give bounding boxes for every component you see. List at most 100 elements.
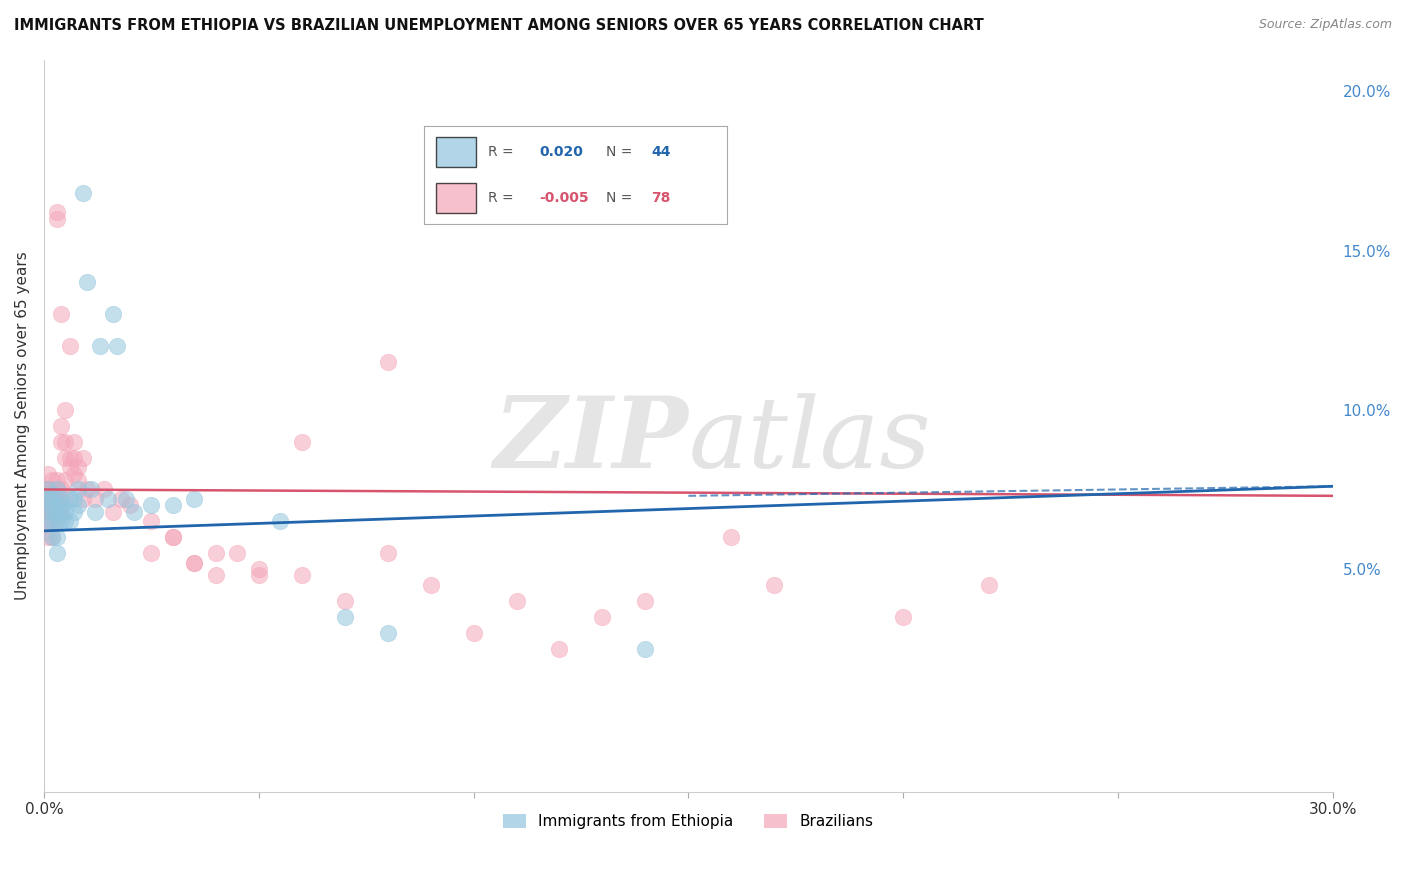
Point [41,514,63,528]
Point [93,483,115,497]
Point [59,339,82,353]
Point [114,491,136,506]
Point [377,625,399,640]
Point [59,491,82,506]
Point [101,505,124,519]
Point [37,505,59,519]
Point [41,489,63,503]
Point [80,483,103,497]
Point [49,499,72,513]
Point [59,450,82,465]
Point [37,491,59,506]
Point [76,276,98,290]
Point [45,499,67,513]
Point [45,514,67,528]
Point [141,499,163,513]
Text: Source: ZipAtlas.com: Source: ZipAtlas.com [1258,18,1392,31]
Point [41,530,63,544]
Point [97,491,120,506]
Point [67,473,90,487]
Point [204,546,226,560]
Point [84,491,107,506]
Text: IMMIGRANTS FROM ETHIOPIA VS BRAZILIAN UNEMPLOYMENT AMONG SENIORS OVER 65 YEARS C: IMMIGRANTS FROM ETHIOPIA VS BRAZILIAN UN… [14,18,984,33]
Point [162,499,184,513]
Point [291,434,314,449]
Point [377,546,399,560]
Point [979,578,1001,592]
Point [53,473,76,487]
Point [49,505,72,519]
Point [45,505,67,519]
Point [37,499,59,513]
Point [63,491,86,506]
Point [53,450,76,465]
Point [101,307,124,321]
Point [45,491,67,506]
Point [45,505,67,519]
Point [63,434,86,449]
Point [41,514,63,528]
Point [72,186,94,201]
Point [49,434,72,449]
Point [45,483,67,497]
Point [72,491,94,506]
Point [63,505,86,519]
Text: atlas: atlas [689,392,931,488]
Point [59,460,82,475]
Point [67,499,90,513]
Point [505,594,527,608]
Point [226,546,249,560]
Point [49,491,72,506]
Point [49,307,72,321]
Point [720,530,742,544]
Point [183,491,205,506]
Point [41,491,63,506]
Point [891,610,914,624]
Point [118,499,141,513]
Point [162,530,184,544]
Point [45,530,67,544]
Point [122,505,145,519]
Point [37,499,59,513]
Point [377,355,399,369]
Point [37,514,59,528]
Point [37,483,59,497]
Point [162,530,184,544]
Point [41,530,63,544]
Point [419,578,441,592]
Point [247,562,270,576]
Point [37,530,59,544]
Point [41,505,63,519]
Point [37,514,59,528]
Point [45,211,67,226]
Point [183,556,205,570]
Point [49,483,72,497]
Point [37,483,59,497]
Point [333,594,356,608]
Point [59,514,82,528]
Point [183,556,205,570]
Point [634,594,657,608]
Point [53,402,76,417]
Point [53,514,76,528]
Point [63,450,86,465]
Point [141,546,163,560]
Point [53,434,76,449]
Point [41,505,63,519]
Point [269,514,291,528]
Point [89,339,111,353]
Point [45,205,67,219]
Point [49,514,72,528]
Point [204,568,226,582]
Point [53,505,76,519]
Point [110,491,132,506]
Point [291,568,314,582]
Point [37,483,59,497]
Point [49,418,72,433]
Point [49,505,72,519]
Point [37,491,59,506]
Point [76,483,98,497]
Point [37,514,59,528]
Point [37,467,59,481]
Point [45,514,67,528]
